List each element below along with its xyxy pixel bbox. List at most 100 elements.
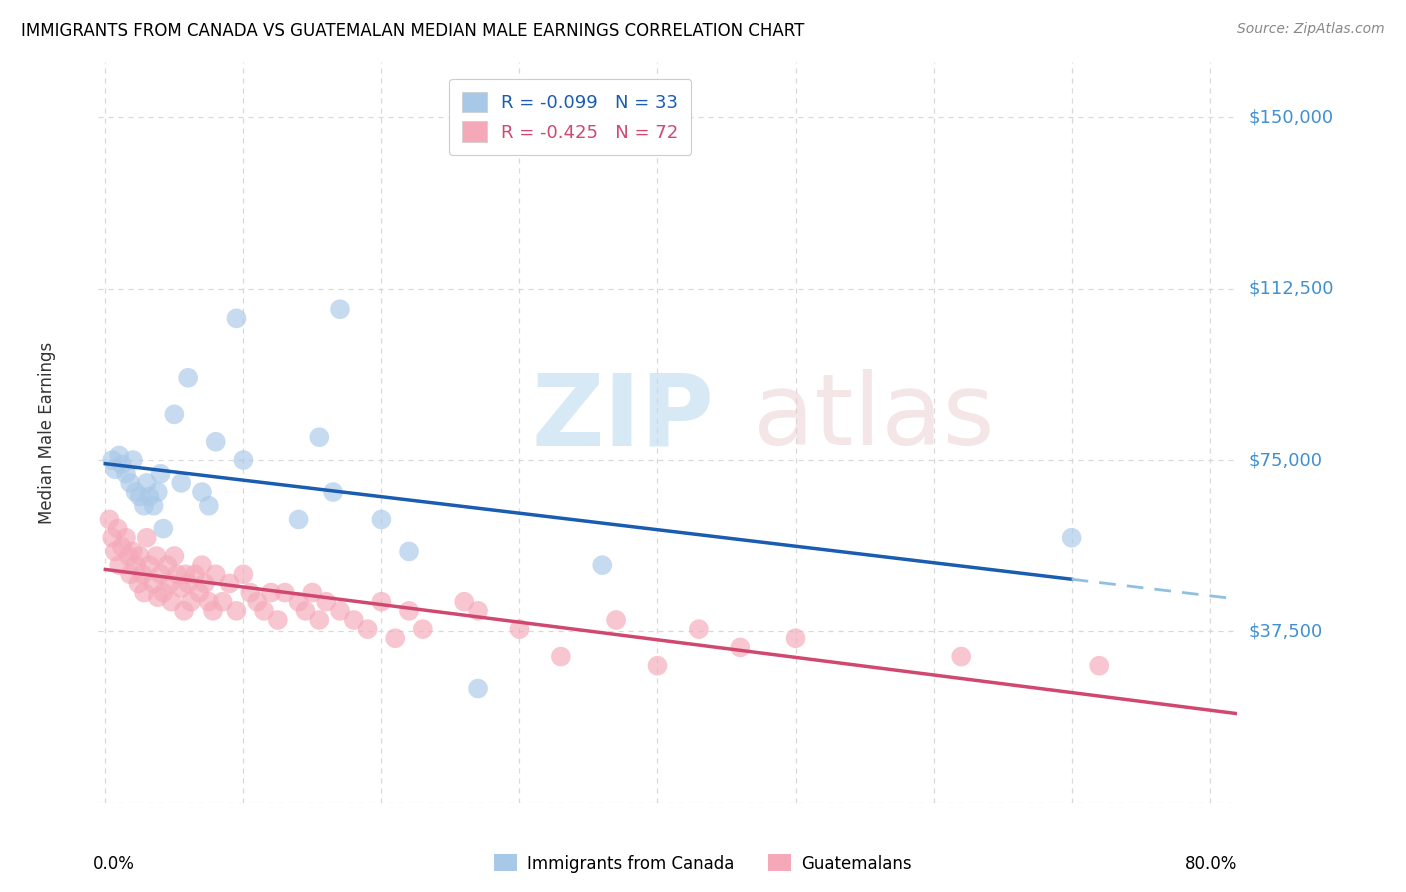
Text: Median Male Earnings: Median Male Earnings — [38, 342, 56, 524]
Point — [188, 585, 211, 599]
Point — [785, 632, 807, 646]
Legend: Immigrants from Canada, Guatemalans: Immigrants from Canada, Guatemalans — [488, 847, 918, 880]
Point — [191, 558, 214, 573]
Point — [370, 512, 392, 526]
Point — [412, 622, 434, 636]
Point — [146, 485, 169, 500]
Point — [294, 604, 316, 618]
Point — [508, 622, 530, 636]
Point — [159, 576, 181, 591]
Point — [163, 408, 186, 422]
Point — [101, 453, 124, 467]
Point — [225, 311, 247, 326]
Point — [111, 540, 134, 554]
Point — [591, 558, 613, 573]
Text: Source: ZipAtlas.com: Source: ZipAtlas.com — [1237, 22, 1385, 37]
Point — [122, 544, 145, 558]
Point — [160, 595, 183, 609]
Point — [204, 434, 226, 449]
Point — [125, 558, 148, 573]
Text: $37,500: $37,500 — [1249, 623, 1323, 640]
Point — [453, 595, 475, 609]
Point — [232, 453, 254, 467]
Point — [146, 590, 169, 604]
Point — [145, 549, 167, 563]
Point — [125, 485, 148, 500]
Point — [605, 613, 627, 627]
Point — [170, 581, 193, 595]
Point — [98, 512, 121, 526]
Point — [204, 567, 226, 582]
Point — [467, 681, 489, 696]
Point — [198, 499, 221, 513]
Point — [384, 632, 406, 646]
Point — [128, 549, 150, 563]
Point — [211, 595, 233, 609]
Point — [1088, 658, 1111, 673]
Point — [108, 449, 131, 463]
Point — [107, 522, 129, 536]
Point — [239, 585, 262, 599]
Point — [730, 640, 752, 655]
Point — [170, 475, 193, 490]
Point — [149, 467, 172, 481]
Point — [118, 549, 141, 563]
Point — [108, 558, 131, 573]
Point — [398, 604, 420, 618]
Point — [138, 558, 160, 573]
Text: $112,500: $112,500 — [1249, 280, 1334, 298]
Point — [398, 544, 420, 558]
Point — [329, 604, 352, 618]
Point — [152, 585, 174, 599]
Point — [184, 567, 207, 582]
Point — [267, 613, 290, 627]
Point — [287, 512, 309, 526]
Point — [550, 649, 572, 664]
Point — [225, 604, 247, 618]
Point — [135, 475, 157, 490]
Point — [142, 576, 165, 591]
Point — [120, 475, 142, 490]
Point — [356, 622, 378, 636]
Text: $150,000: $150,000 — [1249, 108, 1333, 127]
Point — [128, 490, 150, 504]
Point — [132, 499, 155, 513]
Point — [1060, 531, 1083, 545]
Point — [166, 567, 188, 582]
Text: IMMIGRANTS FROM CANADA VS GUATEMALAN MEDIAN MALE EARNINGS CORRELATION CHART: IMMIGRANTS FROM CANADA VS GUATEMALAN MED… — [21, 22, 804, 40]
Text: 0.0%: 0.0% — [93, 855, 135, 872]
Point — [343, 613, 366, 627]
Point — [315, 595, 337, 609]
Point — [198, 595, 221, 609]
Point — [647, 658, 669, 673]
Point — [232, 567, 254, 582]
Point — [127, 576, 149, 591]
Text: 80.0%: 80.0% — [1185, 855, 1237, 872]
Point — [174, 567, 197, 582]
Point — [142, 499, 165, 513]
Point — [253, 604, 276, 618]
Point — [115, 467, 138, 481]
Point — [135, 531, 157, 545]
Text: atlas: atlas — [754, 369, 995, 467]
Point — [177, 371, 200, 385]
Point — [467, 604, 489, 618]
Point — [104, 544, 127, 558]
Point — [370, 595, 392, 609]
Point — [138, 490, 160, 504]
Point — [152, 522, 174, 536]
Point — [322, 485, 344, 500]
Point — [688, 622, 710, 636]
Text: ZIP: ZIP — [531, 369, 714, 467]
Point — [308, 430, 330, 444]
Point — [287, 595, 309, 609]
Point — [156, 558, 179, 573]
Text: $75,000: $75,000 — [1249, 451, 1323, 469]
Point — [301, 585, 323, 599]
Point — [201, 604, 224, 618]
Point — [950, 649, 973, 664]
Point — [173, 604, 195, 618]
Point — [115, 531, 138, 545]
Point — [104, 462, 127, 476]
Point — [101, 531, 124, 545]
